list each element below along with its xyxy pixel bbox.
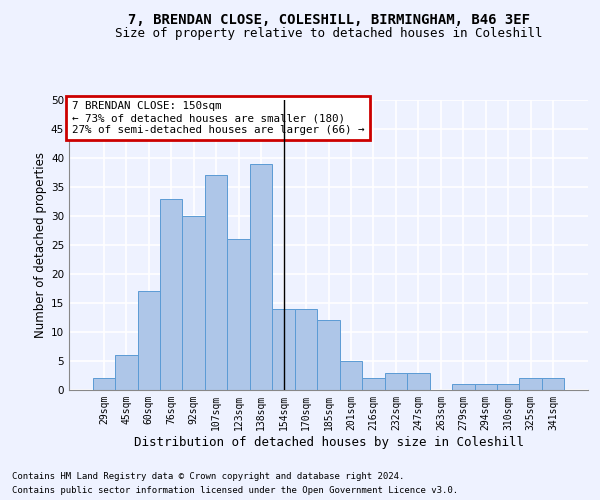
Bar: [407, 372, 430, 390]
Bar: [542, 378, 565, 390]
Bar: [115, 355, 137, 390]
Bar: [497, 384, 520, 390]
Bar: [362, 378, 385, 390]
Y-axis label: Number of detached properties: Number of detached properties: [34, 152, 47, 338]
Bar: [475, 384, 497, 390]
Bar: [160, 198, 182, 390]
Bar: [250, 164, 272, 390]
Text: Contains HM Land Registry data © Crown copyright and database right 2024.: Contains HM Land Registry data © Crown c…: [12, 472, 404, 481]
Bar: [452, 384, 475, 390]
Bar: [520, 378, 542, 390]
Bar: [317, 320, 340, 390]
Text: Size of property relative to detached houses in Coleshill: Size of property relative to detached ho…: [115, 28, 542, 40]
Bar: [227, 239, 250, 390]
Text: 7, BRENDAN CLOSE, COLESHILL, BIRMINGHAM, B46 3EF: 7, BRENDAN CLOSE, COLESHILL, BIRMINGHAM,…: [128, 12, 530, 26]
Text: Contains public sector information licensed under the Open Government Licence v3: Contains public sector information licen…: [12, 486, 458, 495]
Bar: [340, 361, 362, 390]
Bar: [272, 309, 295, 390]
Bar: [137, 292, 160, 390]
Bar: [92, 378, 115, 390]
Bar: [205, 176, 227, 390]
Text: 7 BRENDAN CLOSE: 150sqm
← 73% of detached houses are smaller (180)
27% of semi-d: 7 BRENDAN CLOSE: 150sqm ← 73% of detache…: [71, 102, 364, 134]
Bar: [295, 309, 317, 390]
Bar: [182, 216, 205, 390]
Text: Distribution of detached houses by size in Coleshill: Distribution of detached houses by size …: [134, 436, 524, 449]
Bar: [385, 372, 407, 390]
